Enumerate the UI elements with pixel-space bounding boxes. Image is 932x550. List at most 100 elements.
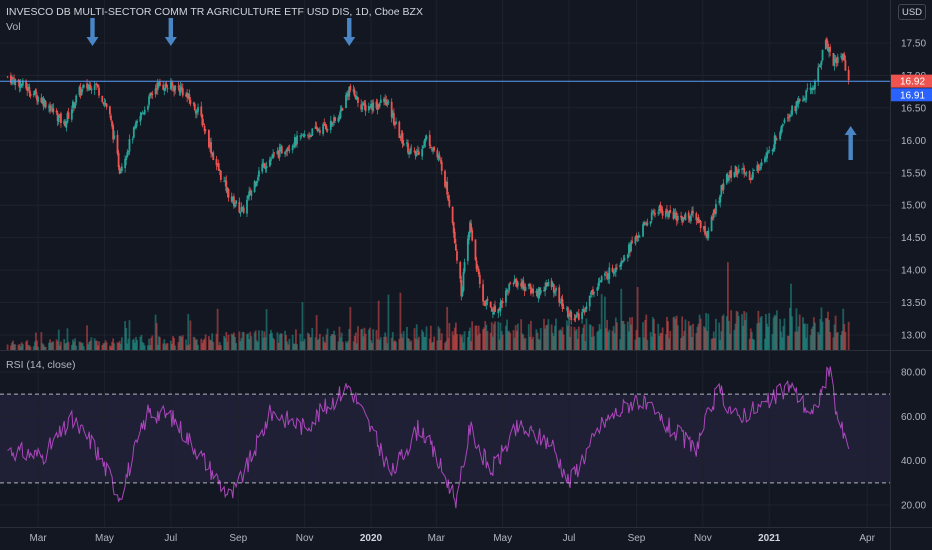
volume-bar — [760, 315, 763, 350]
candle-body — [217, 163, 220, 171]
volume-bar — [606, 319, 609, 350]
candle-body — [56, 112, 59, 121]
candle-body — [287, 147, 290, 150]
volume-bar — [766, 323, 768, 350]
volume-bar — [119, 343, 122, 350]
down-arrow — [164, 18, 177, 46]
candle-body — [818, 66, 821, 67]
candle-body — [470, 223, 473, 232]
volume-bar — [108, 345, 111, 350]
candle-body — [156, 82, 159, 91]
volume-bar — [253, 332, 256, 350]
volume-bar — [149, 345, 152, 350]
volume-bar — [607, 331, 610, 350]
candle-body — [638, 236, 641, 238]
candle-body — [692, 211, 694, 213]
candle-body — [210, 142, 212, 154]
volume-bar — [131, 339, 134, 350]
volume-bar — [238, 331, 241, 350]
candle-body — [87, 86, 90, 90]
volume-bar — [812, 317, 815, 350]
candle-body — [608, 267, 611, 280]
volume-bar — [577, 326, 580, 350]
candle-body — [280, 146, 283, 154]
volume-bar — [691, 337, 693, 350]
candle-body — [383, 98, 385, 103]
volume-bar — [79, 341, 82, 350]
candle-body — [242, 207, 245, 213]
candle-body — [18, 80, 21, 88]
candle-body — [547, 281, 550, 287]
volume-bar — [55, 339, 58, 350]
candle-body — [501, 301, 504, 304]
volume-bar — [695, 333, 698, 350]
candle-body — [179, 86, 182, 94]
volume-bar — [486, 331, 489, 350]
rsi-axis-label: 20.00 — [901, 501, 926, 512]
candle-body — [451, 206, 454, 224]
volume-bar — [634, 339, 637, 350]
candle-body — [489, 301, 492, 308]
volume-bar — [118, 340, 121, 350]
volume-bar — [730, 310, 733, 350]
volume-bar — [151, 335, 154, 350]
currency-button[interactable]: USD — [898, 4, 926, 20]
candle-body — [765, 156, 767, 159]
volume-bar — [339, 337, 342, 350]
candle-body — [370, 104, 372, 108]
candle-body — [249, 190, 252, 195]
candle-body — [98, 87, 100, 96]
volume-bar — [110, 346, 112, 350]
candle-body — [560, 298, 563, 302]
candle-body — [407, 143, 409, 153]
volume-bar — [11, 342, 13, 350]
volume-bar — [288, 338, 291, 350]
volume-bar — [753, 339, 755, 350]
candle-body — [360, 104, 363, 110]
candle-body — [120, 166, 123, 172]
candle-body — [12, 77, 14, 80]
candle-body — [173, 86, 175, 92]
candle-body — [734, 165, 737, 174]
volume-bar — [201, 342, 204, 350]
volume-bar — [308, 333, 310, 350]
volume-bar — [741, 314, 743, 350]
candle-body — [471, 230, 474, 241]
candle-body — [270, 158, 272, 162]
candle-body — [58, 114, 61, 116]
volume-bar — [197, 344, 199, 350]
volume-bar — [599, 329, 602, 350]
volume-bar — [296, 344, 298, 350]
candle-body — [767, 151, 770, 153]
volume-bar — [391, 332, 394, 350]
volume-bar — [246, 334, 248, 350]
volume-bar — [774, 315, 777, 350]
candle-body — [375, 101, 378, 109]
volume-bar — [333, 330, 335, 350]
volume-bar — [202, 339, 205, 350]
volume-bar — [416, 339, 419, 350]
volume-bar — [561, 327, 564, 350]
candle-body — [612, 271, 615, 274]
volume-bar — [644, 319, 647, 350]
volume-bar — [87, 344, 90, 350]
volume-bar — [307, 332, 309, 350]
volume-bar — [376, 339, 379, 350]
candle-body — [394, 123, 396, 125]
volume-bar — [413, 328, 416, 350]
volume-bar — [704, 327, 706, 350]
volume-bar — [536, 332, 539, 350]
candle-body — [37, 97, 39, 102]
candle-body — [385, 100, 388, 106]
candle-body — [721, 184, 724, 190]
volume-bar — [429, 325, 432, 350]
volume-bar — [57, 329, 60, 350]
volume-bar — [196, 339, 198, 350]
volume-bar — [314, 337, 317, 350]
volume-bar — [829, 332, 832, 350]
candle-body — [13, 79, 16, 85]
volume-bar — [828, 319, 830, 350]
volume-bar — [672, 317, 675, 350]
volume-bar — [432, 341, 434, 350]
